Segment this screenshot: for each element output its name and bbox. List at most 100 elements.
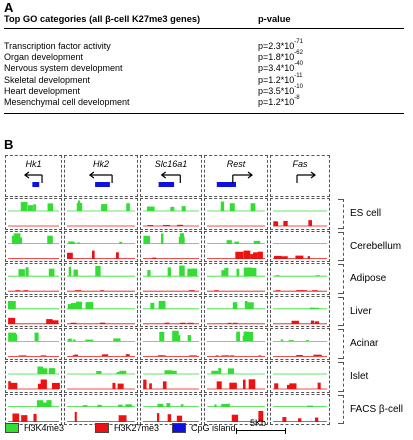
h3k4me3-peak [77, 242, 80, 244]
h3k4me3-peak [116, 371, 120, 374]
tss-arrow-head [160, 171, 167, 179]
h3k27me3-peak [176, 415, 183, 422]
go-header-rule [4, 28, 404, 29]
go-bottom-rule [4, 113, 404, 114]
h3k27me3-peak [274, 383, 279, 389]
track-cell-box [270, 361, 330, 393]
track-cell-box [270, 263, 330, 295]
go-category: Mesenchymal cell development [4, 97, 130, 107]
h3k27me3-peak [101, 354, 109, 357]
h3k27me3-peak [289, 383, 297, 389]
h3k27me3-peak [231, 414, 239, 422]
h3k4me3-peak [33, 204, 36, 211]
h3k27me3-peak [177, 224, 183, 226]
h3k4me3-peak [75, 301, 82, 309]
h3k27me3-peak [162, 355, 166, 357]
track-cell-box [270, 393, 330, 426]
h3k4me3-peak [229, 203, 235, 211]
gene-header-box [5, 155, 62, 197]
h3k4me3-peak [126, 203, 130, 211]
h3k27me3-peak [158, 355, 163, 357]
h3k27me3-peak [163, 225, 170, 226]
h3k4me3-peak [13, 233, 21, 244]
h3k4me3-peak [125, 404, 132, 407]
track-cell-box [140, 361, 202, 393]
track-cell-box [140, 263, 202, 295]
h3k4me3-peak [218, 368, 222, 374]
h3k4me3-peak [174, 370, 177, 374]
track-cell-box [140, 198, 202, 230]
h3k27me3-peak [248, 379, 256, 389]
go-pvalue: p=1.8*10-62 [258, 50, 303, 63]
cpg-island-mark [158, 182, 175, 187]
go-pvalue: p=3.5*10-10 [258, 83, 303, 96]
h3k4me3-peak [214, 404, 217, 407]
h3k4me3-peak [67, 304, 72, 309]
h3k4me3-peak [309, 307, 313, 309]
track-cell-box [204, 295, 268, 328]
h3k4me3-peak [242, 335, 249, 342]
h3k4me3-peak [181, 206, 186, 211]
h3k4me3-peak [46, 400, 52, 407]
track-cell-box [140, 393, 202, 426]
track-cell-box [5, 393, 62, 426]
gene-header-box [140, 155, 202, 197]
h3k27me3-peak [100, 322, 106, 324]
h3k4me3-peak [37, 366, 44, 374]
h3k27me3-peak [162, 381, 167, 389]
track-cell-box [204, 361, 268, 393]
h3k27me3-peak [295, 255, 304, 259]
h3k27me3-peak [189, 355, 197, 357]
go-row: Mesenchymal cell development p=1.2*10-8 [4, 95, 404, 108]
track-cell-box [204, 328, 268, 360]
track-cell-box [64, 230, 138, 263]
go-category: Nervous system development [4, 63, 123, 74]
h3k4me3-peak [243, 267, 252, 277]
track-cell-box [204, 198, 268, 230]
h3k4me3-peak [160, 233, 164, 244]
h3k27me3-peak [243, 250, 251, 259]
h3k27me3-peak [314, 417, 319, 422]
go-row: Skeletal development p=1.2*10-11 [4, 73, 404, 86]
h3k4me3-peak [34, 332, 39, 342]
cell-type-label: Cerebellum [350, 240, 402, 252]
h3k4me3-peak [164, 370, 172, 374]
gene-name-label: Hk1 [25, 159, 42, 169]
track-cell-box [204, 263, 268, 295]
h3k27me3-peak [274, 255, 282, 259]
h3k27me3-peak [112, 382, 116, 389]
h3k27me3-peak [287, 384, 290, 389]
go-row: Heart development p=3.5*10-10 [4, 83, 404, 97]
h3k4me3-peak [305, 340, 310, 342]
h3k4me3-peak [19, 237, 23, 244]
h3k27me3-peak [229, 355, 235, 357]
go-pvalue: p=2.3*10-71 [258, 39, 303, 51]
h3k27me3-peak [8, 317, 16, 324]
cell-type-bracket [338, 199, 344, 229]
h3k4me3-peak [68, 338, 72, 342]
h3k27me3-peak [49, 319, 52, 324]
h3k27me3-peak [229, 382, 237, 389]
h3k4me3-peak [179, 265, 185, 277]
tss-arrow-head [88, 171, 95, 179]
h3k27me3-peak [282, 417, 287, 422]
h3k4me3-peak [85, 302, 94, 309]
h3k27me3-peak [250, 254, 255, 259]
h3k27me3-peak [40, 355, 47, 357]
track-cell-box [140, 230, 202, 263]
cell-type-label: Adipose [350, 273, 387, 285]
h3k4me3-peak [47, 203, 54, 211]
legend-label: H3K4me3 [24, 423, 65, 433]
h3k4me3-peak [119, 241, 123, 244]
h3k27me3-peak [298, 418, 302, 422]
h3k4me3-peak [147, 270, 151, 277]
track-cell-box [64, 198, 138, 230]
cell-type-label: FACS β-cell [350, 403, 403, 415]
h3k27me3-peak [72, 322, 77, 324]
go-category: Transcription factor activity [4, 41, 111, 51]
h3k27me3-peak [51, 382, 60, 389]
h3k4me3-peak [250, 203, 256, 211]
scale-bar-label: 5Kb [250, 418, 267, 428]
track-cell-box [270, 295, 330, 328]
